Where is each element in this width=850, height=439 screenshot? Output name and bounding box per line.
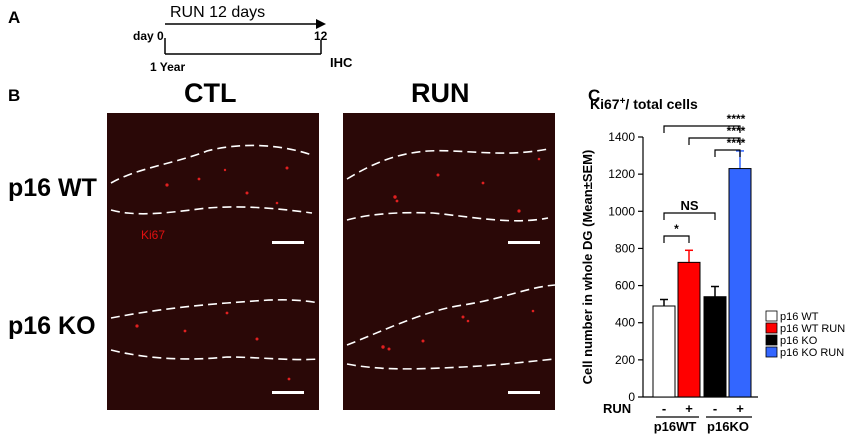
legend-entry: p16 WT bbox=[780, 311, 819, 323]
significance-label: * bbox=[674, 222, 679, 236]
legend-swatch bbox=[765, 310, 778, 322]
timeline-diagram: RUN 12 days day 0 12 1 Year IHC bbox=[0, 0, 400, 85]
y-tick-label: 600 bbox=[615, 279, 635, 293]
legend-swatch bbox=[765, 322, 778, 334]
run-sign: - bbox=[713, 401, 717, 416]
run-sign: - bbox=[662, 401, 666, 416]
micrograph-wt-ctl-drawing bbox=[110, 144, 313, 215]
significance-bracket bbox=[663, 212, 716, 220]
y-axis-label: Cell number in whole DG (Mean±SEM) bbox=[580, 150, 595, 385]
significance-label: **** bbox=[727, 136, 746, 150]
y-tick-label: 1000 bbox=[608, 204, 635, 218]
legend-swatch bbox=[765, 346, 778, 358]
stain-label: Ki67 bbox=[141, 228, 166, 242]
panel-label-c: C bbox=[588, 86, 601, 105]
significance-label: **** bbox=[727, 112, 746, 126]
row-header-ko: p16 KO bbox=[8, 312, 96, 340]
column-header-ctl: CTL bbox=[184, 78, 237, 108]
day-zero-label: day 0 bbox=[133, 29, 164, 43]
run-sign: + bbox=[736, 401, 744, 416]
y-tick-label: 1400 bbox=[608, 130, 635, 144]
run-sign: + bbox=[685, 401, 693, 416]
ihc-label: IHC bbox=[330, 55, 353, 70]
micrograph-ko-run-drawing bbox=[346, 284, 555, 370]
significance-bracket bbox=[663, 125, 741, 133]
chart-title: Ki67+/ total cells bbox=[590, 96, 698, 112]
significance-bracket bbox=[714, 149, 741, 157]
significance-label: **** bbox=[727, 124, 746, 138]
bar bbox=[652, 305, 676, 398]
day-end-label: 12 bbox=[314, 29, 328, 43]
micrograph-ko-ctl-drawing bbox=[110, 299, 319, 381]
run-duration-label: RUN 12 days bbox=[170, 4, 266, 21]
micrograph-ko-ctl bbox=[107, 261, 319, 410]
run-row-label: RUN bbox=[603, 401, 631, 416]
panel-label-a: A bbox=[8, 8, 21, 27]
micrograph-wt-ctl: Ki67 bbox=[107, 113, 319, 261]
significance-bracket bbox=[663, 235, 690, 243]
y-tick-label: 400 bbox=[615, 316, 635, 330]
legend-entry: p16 KO bbox=[780, 335, 818, 347]
age-label: 1 Year bbox=[150, 60, 186, 74]
significance-bracket bbox=[688, 137, 741, 145]
group-label: p16KO bbox=[707, 419, 749, 434]
bar bbox=[728, 168, 752, 398]
group-label: p16WT bbox=[654, 419, 697, 434]
y-tick-label: 800 bbox=[615, 241, 635, 255]
legend-entry: p16 WT RUN bbox=[780, 323, 845, 335]
run-arrow-head bbox=[316, 19, 326, 29]
legend-entry: p16 KO RUN bbox=[780, 347, 844, 359]
row-header-wt: p16 WT bbox=[8, 174, 97, 202]
y-tick-label: 1200 bbox=[608, 167, 635, 181]
micrograph-ko-run bbox=[343, 261, 555, 410]
significance-label: NS bbox=[680, 198, 698, 213]
y-tick-label: 0 bbox=[628, 390, 635, 404]
scale-bar bbox=[272, 391, 304, 394]
micrograph-wt-run bbox=[343, 113, 555, 261]
legend-swatch bbox=[765, 334, 778, 346]
scale-bar bbox=[508, 391, 540, 394]
column-header-run: RUN bbox=[411, 78, 470, 108]
panel-label-b: B bbox=[8, 86, 21, 105]
y-tick-label: 200 bbox=[615, 353, 635, 367]
bar bbox=[677, 261, 701, 398]
scale-bar bbox=[508, 241, 540, 244]
scale-bar bbox=[272, 241, 304, 244]
bar bbox=[703, 296, 727, 398]
micrograph-wt-run-drawing bbox=[346, 148, 549, 222]
